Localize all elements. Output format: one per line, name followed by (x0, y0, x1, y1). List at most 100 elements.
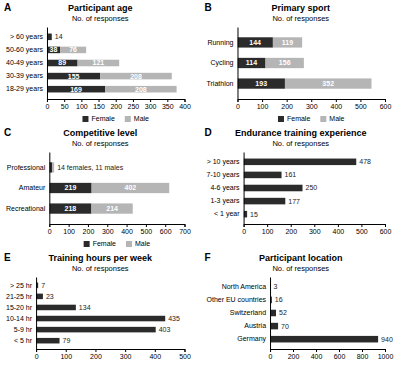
x-tick-mark (165, 224, 166, 227)
x-tick-mark (88, 224, 89, 227)
y-tick-label: 4-6 years (210, 184, 240, 192)
x-axis: 0100200300400500600 (236, 99, 391, 110)
legend-label: Male (135, 240, 150, 247)
y-tick: 1-3 years (210, 197, 243, 205)
bars (47, 34, 177, 93)
x-tick-label: 600 (380, 103, 392, 110)
y-tick-label: Triathlon (207, 80, 234, 87)
bar (244, 198, 286, 205)
y-tick-label: 15-20 hr (6, 304, 33, 311)
data-labels: 3165270940 (273, 283, 393, 342)
legend-swatch (125, 116, 131, 122)
y-tick-label: Austria (244, 322, 266, 329)
x-tick-mark (81, 99, 82, 102)
data-label: 121 (93, 59, 105, 66)
title: Participant location (259, 253, 343, 263)
x-tick-label: 100 (257, 103, 269, 110)
data-labels: 144114193119156352 (246, 39, 334, 87)
data-label: 156 (279, 59, 291, 66)
y-tick: 4-6 years (210, 184, 243, 192)
background (0, 0, 401, 375)
x-tick: 300 (102, 224, 114, 235)
y-tick: 30-39 years (6, 72, 47, 80)
bar (244, 185, 303, 192)
x-tick-label: 350 (162, 103, 174, 110)
x-tick-mark (385, 99, 386, 102)
y-tick-label: Germany (237, 335, 266, 343)
x-tick-label: 300 (306, 103, 318, 110)
subtitle: No. of responses (272, 14, 329, 23)
x-tick-label: 200 (110, 103, 122, 110)
x-tick: 1000 (378, 349, 394, 360)
y-tick-label: 30-39 years (6, 72, 43, 80)
data-label: 177 (288, 198, 300, 205)
annotation: 14 females, 11 males (57, 164, 124, 171)
data-label: 144 (249, 39, 261, 46)
y-tick: > 25 hr (10, 282, 36, 289)
data-label: 89 (58, 59, 66, 66)
x-tick-label: 0 (46, 103, 50, 110)
x-tick-mark (66, 349, 67, 352)
x-tick: 100 (257, 99, 269, 110)
x-tick: 200 (285, 224, 297, 235)
x-tick: 700 (179, 224, 191, 235)
x-tick-mark (311, 99, 312, 102)
title: Training hours per week (48, 253, 153, 263)
y-tick-label: < 5 hr (14, 337, 33, 344)
subtitle: No. of responses (72, 139, 129, 148)
x-tick: 500 (179, 349, 191, 360)
y-tick: Running (207, 39, 237, 47)
data-label: 38 (50, 46, 58, 53)
bar (47, 47, 60, 54)
x-tick: 600 (380, 99, 392, 110)
y-tick-label: 5-9 hr (14, 326, 33, 333)
legend-label: Male (134, 115, 149, 122)
legend-label: Female (93, 240, 116, 247)
x-tick-mark (338, 224, 339, 227)
y-axis-line (36, 278, 37, 350)
x-tick-label: 400 (333, 228, 345, 235)
x-tick-mark (185, 349, 186, 352)
bar (52, 162, 54, 172)
bar (49, 183, 91, 193)
legend-swatch (320, 116, 326, 122)
y-tick-label: Cycling (211, 59, 234, 67)
y-tick: > 10 years (207, 158, 244, 166)
x-tick-label: 400 (311, 353, 323, 360)
data-label: 435 (168, 315, 180, 322)
x-tick: 300 (145, 99, 157, 110)
data-label: 478 (359, 158, 371, 165)
y-tick: Switzerland (230, 309, 270, 316)
bar (244, 172, 282, 179)
x-tick-label: 400 (149, 353, 161, 360)
panel: 02004006008001000North AmericaOther EU c… (205, 252, 394, 360)
y-axis-line (237, 28, 238, 100)
bar (36, 305, 76, 311)
y-tick-label: 7-10 years (207, 171, 241, 179)
legend: Female Male (84, 240, 151, 247)
x-tick-label: 700 (179, 228, 191, 235)
x-tick-label: 150 (93, 103, 105, 110)
data-label: 193 (255, 80, 267, 87)
x-tick-label: 200 (281, 103, 293, 110)
x-tick-label: 100 (262, 228, 274, 235)
panel: 0100200300400500600> 10 years7-10 years4… (205, 127, 392, 235)
y-axis: > 60 years50-60 years40-49 years30-39 ye… (6, 28, 47, 100)
x-tick-label: 1000 (378, 353, 394, 360)
data-label: 208 (130, 73, 142, 80)
x-tick-mark (125, 349, 126, 352)
x-tick: 50 (61, 99, 69, 110)
bar (47, 60, 78, 67)
y-tick: 50-60 years (6, 46, 47, 54)
y-axis: > 25 hr21-25 hr15-20 hr10-14 hr5-9 hr< 5… (6, 278, 37, 350)
x-axis-line (50, 225, 185, 228)
data-label: 14 (55, 33, 63, 40)
x-tick-mark (69, 224, 70, 227)
data-label: 76 (69, 46, 77, 53)
x-tick-mark (385, 349, 386, 352)
bar (237, 58, 265, 68)
y-tick-label: 18-29 years (6, 85, 43, 93)
x-tick: 100 (60, 349, 72, 360)
title: Participant age (68, 3, 133, 13)
x-tick-label: 600 (380, 228, 392, 235)
